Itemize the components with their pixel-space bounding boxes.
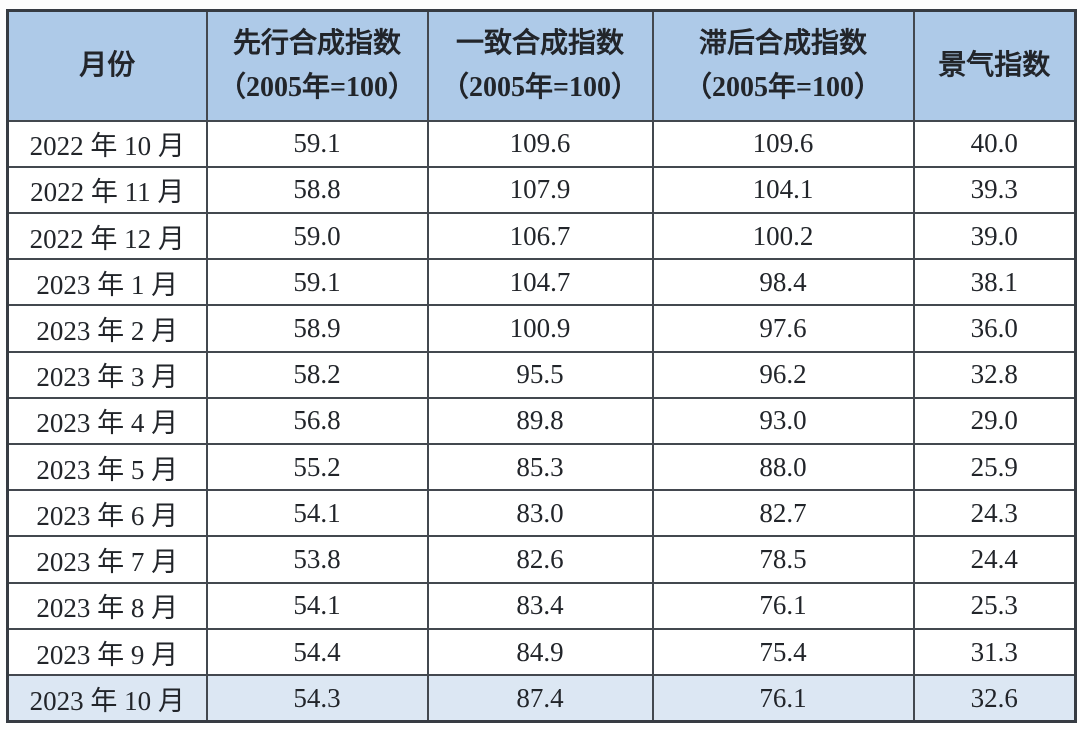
cell-value: 100.9 xyxy=(426,304,654,353)
table-row: 2023 年 3 月 58.2 95.5 96.2 32.8 xyxy=(6,350,1077,399)
cell-value: 32.8 xyxy=(912,350,1077,399)
cell-value: 24.4 xyxy=(912,535,1077,584)
cell-value: 83.4 xyxy=(426,581,654,630)
cell-month: 2023 年 4 月 xyxy=(6,396,208,446)
table-row: 2023 年 7 月 53.8 82.6 78.5 24.4 xyxy=(6,535,1077,584)
cell-value: 53.8 xyxy=(205,535,429,584)
table-row: 2023 年 9 月 54.4 84.9 75.4 31.3 xyxy=(6,627,1077,677)
table-row: 2023 年 10 月 54.3 87.4 76.1 32.6 xyxy=(6,674,1077,723)
cell-value: 100.2 xyxy=(651,211,915,261)
header-label: 景气指数 xyxy=(938,50,1051,82)
cell-value: 104.1 xyxy=(651,165,915,214)
cell-value: 109.6 xyxy=(651,119,915,168)
header-prosperity-index: 景气指数 xyxy=(912,9,1077,122)
table-body: 2022 年 10 月 59.1 109.6 109.6 40.0 2022 年 11 月… xyxy=(6,119,1077,723)
cell-value: 25.3 xyxy=(912,581,1077,630)
cell-value: 78.5 xyxy=(651,535,915,584)
table-row: 2023 年 5 月 55.2 85.3 88.0 25.9 xyxy=(6,443,1077,492)
cell-month: 2023 年 6 月 xyxy=(6,489,208,538)
cell-value: 25.9 xyxy=(912,443,1077,492)
cell-value: 95.5 xyxy=(426,350,654,399)
composite-index-table-container: 月份 先行合成指数 （2005年=100） 一致合成指数 （2005年=100）… xyxy=(6,9,1077,723)
cell-value: 39.3 xyxy=(912,165,1077,214)
cell-value: 97.6 xyxy=(651,304,915,353)
cell-value: 104.7 xyxy=(426,258,654,307)
cell-value: 39.0 xyxy=(912,211,1077,261)
cell-value: 31.3 xyxy=(912,627,1077,677)
cell-value: 83.0 xyxy=(426,489,654,538)
cell-value: 85.3 xyxy=(426,443,654,492)
header-label: 一致合成指数 xyxy=(455,28,624,60)
header-label: 先行合成指数 xyxy=(232,28,401,60)
cell-value: 106.7 xyxy=(426,211,654,261)
cell-value: 54.3 xyxy=(205,674,429,723)
index-table: 月份 先行合成指数 （2005年=100） 一致合成指数 （2005年=100）… xyxy=(6,9,1077,723)
cell-value: 93.0 xyxy=(651,396,915,446)
header-leading-index: 先行合成指数 （2005年=100） xyxy=(205,9,429,122)
header-label: 滞后合成指数 xyxy=(698,28,867,60)
cell-value: 59.1 xyxy=(205,119,429,168)
cell-value: 87.4 xyxy=(426,674,654,723)
cell-month: 2023 年 2 月 xyxy=(6,304,208,353)
cell-month: 2022 年 11 月 xyxy=(6,165,208,214)
cell-value: 56.8 xyxy=(205,396,429,446)
cell-value: 107.9 xyxy=(426,165,654,214)
cell-month: 2023 年 1 月 xyxy=(6,258,208,307)
cell-value: 32.6 xyxy=(912,674,1077,723)
cell-value: 54.4 xyxy=(205,627,429,677)
table-row: 2023 年 8 月 54.1 83.4 76.1 25.3 xyxy=(6,581,1077,630)
header-label: 月份 xyxy=(79,50,136,82)
cell-value: 82.6 xyxy=(426,535,654,584)
header-row: 月份 先行合成指数 （2005年=100） 一致合成指数 （2005年=100）… xyxy=(6,9,1077,122)
table-row: 2022 年 11 月 58.8 107.9 104.1 39.3 xyxy=(6,165,1077,214)
header-lagging-index: 滞后合成指数 （2005年=100） xyxy=(651,9,915,122)
cell-month: 2023 年 7 月 xyxy=(6,535,208,584)
cell-month: 2023 年 3 月 xyxy=(6,350,208,399)
cell-month: 2023 年 9 月 xyxy=(6,627,208,677)
cell-value: 54.1 xyxy=(205,489,429,538)
cell-value: 55.2 xyxy=(205,443,429,492)
header-sublabel: （2005年=100） xyxy=(684,71,882,103)
cell-month: 2023 年 5 月 xyxy=(6,443,208,492)
cell-value: 89.8 xyxy=(426,396,654,446)
cell-value: 24.3 xyxy=(912,489,1077,538)
cell-value: 58.8 xyxy=(205,165,429,214)
table-row: 2023 年 4 月 56.8 89.8 93.0 29.0 xyxy=(6,396,1077,446)
cell-month: 2022 年 12 月 xyxy=(6,211,208,261)
cell-value: 88.0 xyxy=(651,443,915,492)
cell-value: 76.1 xyxy=(651,581,915,630)
cell-value: 75.4 xyxy=(651,627,915,677)
cell-value: 29.0 xyxy=(912,396,1077,446)
cell-value: 58.2 xyxy=(205,350,429,399)
table-header: 月份 先行合成指数 （2005年=100） 一致合成指数 （2005年=100）… xyxy=(6,9,1077,122)
cell-value: 109.6 xyxy=(426,119,654,168)
cell-value: 96.2 xyxy=(651,350,915,399)
cell-value: 54.1 xyxy=(205,581,429,630)
cell-value: 84.9 xyxy=(426,627,654,677)
header-sublabel: （2005年=100） xyxy=(218,71,416,103)
header-coincident-index: 一致合成指数 （2005年=100） xyxy=(426,9,654,122)
cell-value: 36.0 xyxy=(912,304,1077,353)
cell-value: 38.1 xyxy=(912,258,1077,307)
cell-month: 2023 年 10 月 xyxy=(6,674,208,723)
cell-value: 58.9 xyxy=(205,304,429,353)
table-row: 2023 年 6 月 54.1 83.0 82.7 24.3 xyxy=(6,489,1077,538)
cell-value: 82.7 xyxy=(651,489,915,538)
table-row: 2022 年 12 月 59.0 106.7 100.2 39.0 xyxy=(6,211,1077,261)
cell-value: 59.1 xyxy=(205,258,429,307)
cell-value: 98.4 xyxy=(651,258,915,307)
table-row: 2023 年 2 月 58.9 100.9 97.6 36.0 xyxy=(6,304,1077,353)
cell-month: 2022 年 10 月 xyxy=(6,119,208,168)
cell-value: 59.0 xyxy=(205,211,429,261)
table-row: 2022 年 10 月 59.1 109.6 109.6 40.0 xyxy=(6,119,1077,168)
cell-value: 40.0 xyxy=(912,119,1077,168)
cell-month: 2023 年 8 月 xyxy=(6,581,208,630)
header-month: 月份 xyxy=(6,9,208,122)
cell-value: 76.1 xyxy=(651,674,915,723)
table-row: 2023 年 1 月 59.1 104.7 98.4 38.1 xyxy=(6,258,1077,307)
header-sublabel: （2005年=100） xyxy=(441,71,639,103)
